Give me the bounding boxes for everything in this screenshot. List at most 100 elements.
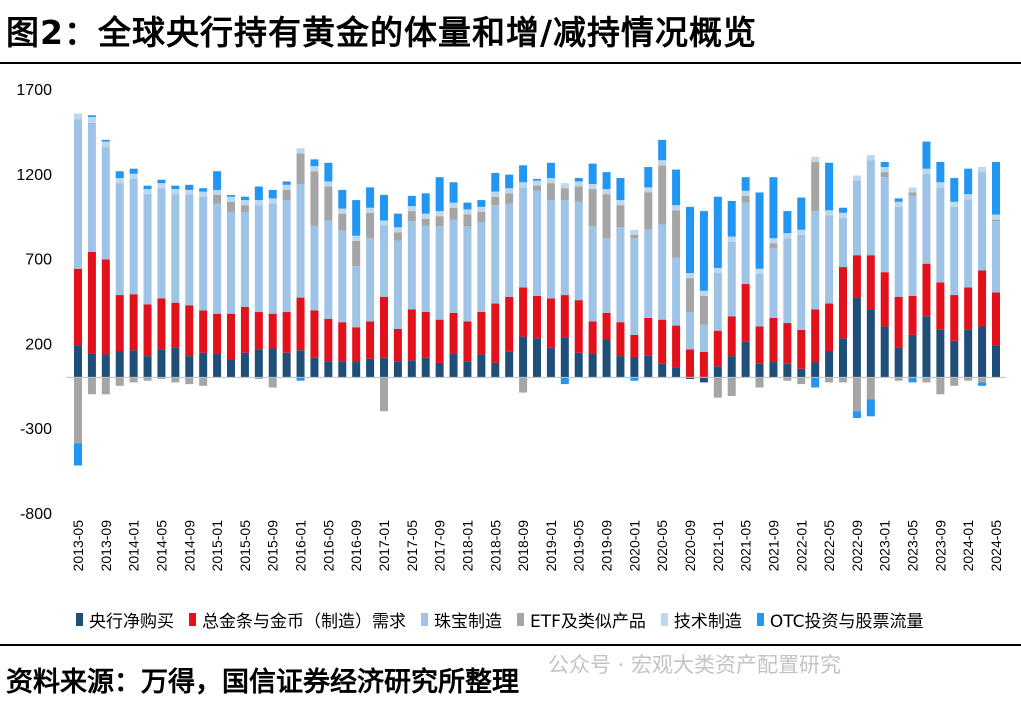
bar-segment bbox=[449, 207, 458, 220]
bar-segment bbox=[672, 367, 681, 378]
bar-segment bbox=[894, 201, 903, 207]
bar-segment bbox=[533, 180, 541, 186]
bar-segment bbox=[922, 141, 931, 169]
bar-segment bbox=[644, 229, 653, 318]
bar-segment bbox=[115, 171, 124, 179]
bar-segment bbox=[282, 181, 291, 185]
bar-segment bbox=[783, 233, 792, 239]
bar-segment bbox=[449, 202, 458, 208]
bar-segment bbox=[296, 183, 305, 298]
bar-segment bbox=[310, 310, 319, 358]
bar-segment bbox=[449, 312, 458, 354]
legend-item-central-bank: 央行净购买 bbox=[76, 607, 174, 632]
bar-segment bbox=[880, 161, 889, 168]
bar-segment bbox=[964, 168, 973, 195]
bar-segment bbox=[644, 192, 653, 230]
bar-segment bbox=[658, 319, 667, 364]
x-tick-label: 2014-05 bbox=[154, 520, 170, 572]
bar-segment bbox=[268, 203, 277, 314]
bar-segment bbox=[421, 312, 430, 358]
bar-segment bbox=[101, 139, 110, 142]
bar-segment bbox=[672, 169, 681, 206]
bar-segment bbox=[546, 162, 555, 179]
legend-swatch bbox=[189, 613, 196, 626]
bar-segment bbox=[338, 189, 347, 209]
y-tick-label: 1200 bbox=[16, 167, 52, 184]
bar-segment bbox=[616, 200, 625, 206]
bar-segment bbox=[491, 303, 500, 363]
bar-segment bbox=[588, 189, 597, 227]
bar-segment bbox=[421, 225, 430, 313]
bar-segment bbox=[546, 200, 555, 299]
bar-segment bbox=[922, 173, 931, 264]
bar-segment bbox=[630, 377, 639, 381]
bar-segment bbox=[366, 321, 375, 359]
bar-segment bbox=[950, 206, 959, 296]
bar-segment bbox=[686, 312, 694, 350]
bar-segment bbox=[908, 192, 917, 196]
y-axis: 1700 1200 700 200 -300 -800 bbox=[16, 82, 52, 523]
bar-segment bbox=[602, 172, 611, 190]
bar-segment bbox=[574, 201, 583, 301]
bar-segment bbox=[227, 196, 235, 202]
bar-segment bbox=[797, 377, 806, 385]
legend-label: OTC投资与股票流量 bbox=[769, 612, 924, 632]
bar-segment bbox=[393, 328, 402, 362]
bar-segment bbox=[811, 377, 820, 388]
bar-segment bbox=[852, 377, 861, 412]
bar-segment bbox=[894, 206, 903, 297]
bar-segment bbox=[672, 325, 681, 368]
bar-segment bbox=[797, 329, 806, 369]
bar-segment bbox=[797, 368, 806, 378]
bar-segment bbox=[713, 196, 722, 268]
bar-segment bbox=[240, 306, 249, 353]
bar-segment bbox=[171, 185, 180, 190]
bar-segment bbox=[213, 203, 222, 314]
bar-segment bbox=[699, 324, 708, 352]
x-tick-label: 2015-01 bbox=[209, 520, 225, 572]
bar-segment bbox=[686, 273, 694, 279]
bar-segment bbox=[366, 238, 375, 322]
bar-segment bbox=[560, 200, 569, 296]
bar-segment bbox=[505, 174, 514, 189]
x-tick-label: 2013-05 bbox=[70, 520, 86, 572]
bar-segment bbox=[978, 270, 987, 327]
legend-label: ETF及类似产品 bbox=[530, 612, 646, 632]
bar-segment bbox=[129, 350, 138, 378]
bar-segment bbox=[352, 200, 361, 236]
bar-segment bbox=[533, 295, 541, 339]
bar-segment bbox=[254, 205, 263, 313]
bar-segment bbox=[908, 377, 917, 383]
legend-label: 技术制造 bbox=[673, 612, 742, 632]
legend-item-otc: OTC投资与股票流量 bbox=[756, 607, 924, 632]
bar-segment bbox=[324, 318, 333, 362]
bar-segment bbox=[310, 166, 319, 172]
bar-segment bbox=[213, 171, 222, 190]
bar-segment bbox=[811, 156, 820, 162]
legend-label: 总金条与金币（制造）需求 bbox=[202, 612, 406, 632]
bar-segment bbox=[783, 238, 792, 324]
bar-segment bbox=[686, 377, 694, 380]
bar-segment bbox=[588, 353, 597, 378]
x-tick-label: 2013-09 bbox=[98, 520, 114, 572]
bar-segment bbox=[352, 327, 361, 363]
bar-segment bbox=[143, 194, 152, 305]
bar-segment bbox=[393, 240, 402, 329]
x-tick-label: 2019-05 bbox=[571, 520, 587, 572]
x-tick-label: 2024-05 bbox=[988, 520, 1004, 572]
bar-segment bbox=[101, 354, 110, 378]
bar-segment bbox=[992, 221, 1000, 293]
bar-segment bbox=[880, 167, 889, 173]
chart-legend: 央行净购买 总金条与金币（制造）需求 珠宝制造 ETF及类似产品 技术制造 OT… bbox=[76, 607, 939, 632]
bar-segment bbox=[338, 213, 347, 231]
bar-segment bbox=[366, 187, 375, 208]
bar-segment bbox=[421, 357, 430, 378]
bar-segment bbox=[950, 178, 959, 202]
bar-segment bbox=[240, 352, 249, 378]
bar-segment bbox=[546, 347, 555, 378]
bar-segment bbox=[811, 211, 820, 310]
bar-segment bbox=[505, 296, 514, 352]
bar-segment bbox=[310, 357, 319, 378]
bar-segment bbox=[644, 317, 653, 356]
